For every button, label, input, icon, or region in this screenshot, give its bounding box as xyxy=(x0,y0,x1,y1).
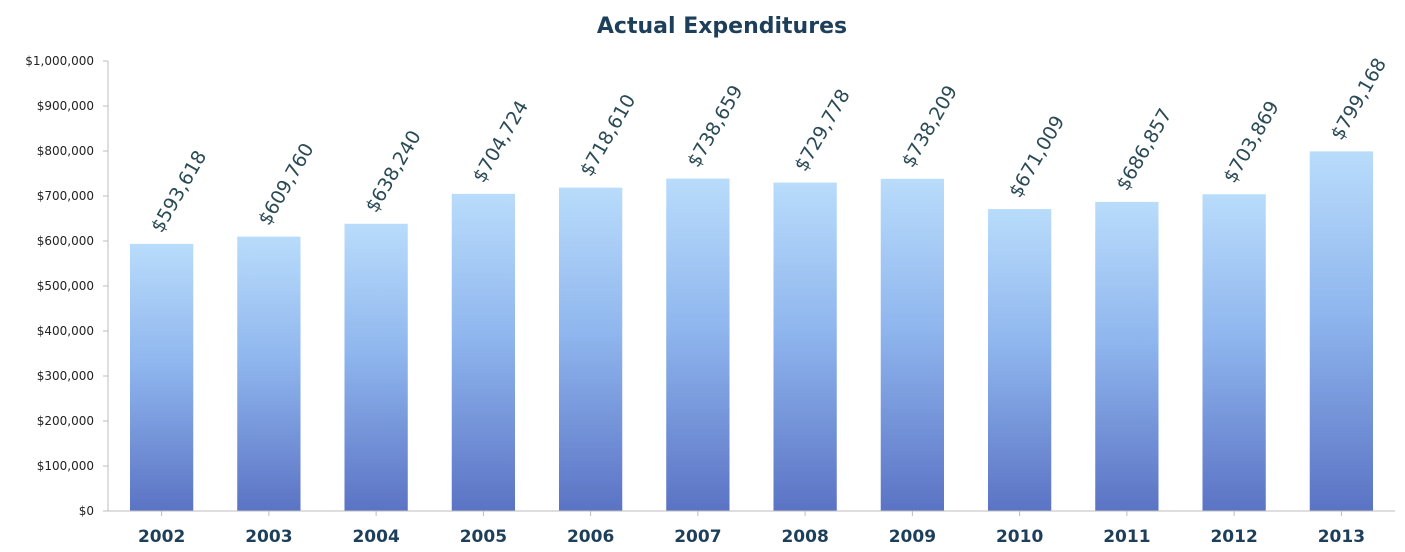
bar xyxy=(237,236,301,511)
data-label: $609,760 xyxy=(254,140,318,230)
y-axis: $0 $100,000 $200,000 $300,000 $400,000 $500,0… xyxy=(25,54,109,518)
bar xyxy=(451,193,516,511)
chart-title: Actual Expenditures xyxy=(597,14,847,39)
bar xyxy=(1095,201,1159,511)
x-tick-label: 2008 xyxy=(781,527,828,547)
x-tick-label: 2011 xyxy=(1103,527,1150,547)
x-tick-label: 2002 xyxy=(138,527,185,547)
y-tick-label: $900,000 xyxy=(37,99,94,113)
data-label: $738,659 xyxy=(683,82,747,172)
y-tick-label: $300,000 xyxy=(37,369,94,383)
x-tick-label: 2004 xyxy=(352,527,399,547)
y-tick-label: $600,000 xyxy=(37,234,94,248)
bar xyxy=(129,243,194,512)
x-tick-label: 2003 xyxy=(245,527,292,547)
bar xyxy=(1202,194,1266,511)
x-tick-label: 2006 xyxy=(567,527,614,547)
x-tick-label: 2013 xyxy=(1318,527,1365,547)
x-axis: 2002 2003 2004 2005 2006 2007 2008 2009 2010 2011… xyxy=(108,510,1395,547)
bar xyxy=(773,182,837,511)
x-tick-label: 2005 xyxy=(460,527,507,547)
bar xyxy=(1309,151,1374,512)
y-tick-label: $500,000 xyxy=(37,279,94,293)
bar xyxy=(987,209,1052,511)
y-tick-label: $1,000,000 xyxy=(25,54,94,68)
data-label: $671,009 xyxy=(1005,112,1069,202)
data-label: $738,209 xyxy=(898,82,962,172)
y-tick-label: $100,000 xyxy=(37,459,94,473)
bar xyxy=(344,223,408,512)
bar xyxy=(666,178,730,511)
x-tick-label: 2007 xyxy=(674,527,721,547)
data-label: $593,618 xyxy=(147,147,211,237)
data-label: $686,857 xyxy=(1112,105,1176,195)
data-label: $729,778 xyxy=(790,86,854,176)
data-label: $704,724 xyxy=(469,97,533,187)
y-tick-label: $200,000 xyxy=(37,414,94,428)
data-label: $638,240 xyxy=(361,127,425,217)
data-label: $799,168 xyxy=(1327,54,1391,144)
data-label: $703,869 xyxy=(1219,97,1283,187)
bar xyxy=(880,178,945,511)
x-tick-label: 2010 xyxy=(996,527,1043,547)
y-tick-label: $700,000 xyxy=(37,189,94,203)
x-tick-label: 2012 xyxy=(1210,527,1257,547)
x-tick-label: 2009 xyxy=(889,527,936,547)
y-tick-label: $0 xyxy=(79,504,94,518)
data-label: $718,610 xyxy=(576,91,640,181)
y-tick-label: $800,000 xyxy=(37,144,94,158)
y-tick-label: $400,000 xyxy=(37,324,94,338)
bar xyxy=(558,187,623,512)
bars xyxy=(129,151,1374,512)
